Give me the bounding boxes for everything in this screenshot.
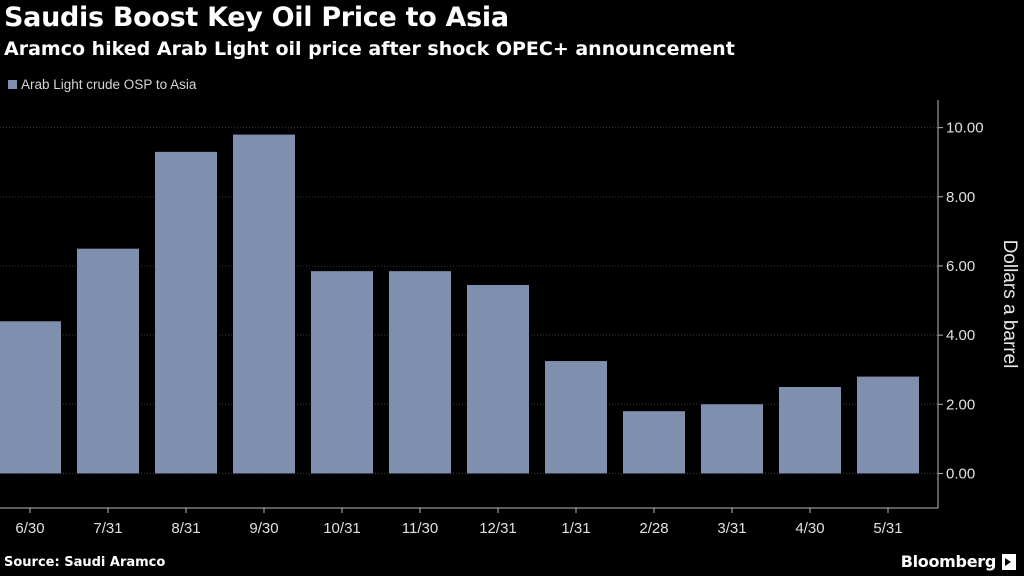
y-tick-label: 8.00 xyxy=(946,189,975,206)
brand-logo-text: Bloomberg xyxy=(900,552,997,571)
bar xyxy=(467,284,529,474)
legend-swatch xyxy=(8,80,17,89)
bar xyxy=(311,271,373,474)
bar xyxy=(857,376,919,474)
bar xyxy=(701,404,763,474)
bar xyxy=(233,134,295,474)
x-tick-label: 4/30 xyxy=(795,520,824,537)
bloomberg-mark-icon xyxy=(1002,554,1016,570)
x-tick-label: 1/31 xyxy=(561,520,590,537)
chart-subtitle: Aramco hiked Arab Light oil price after … xyxy=(4,38,735,60)
x-tick-label: 10/31 xyxy=(323,520,361,537)
chart-title: Saudis Boost Key Oil Price to Asia xyxy=(4,2,509,33)
y-tick-label: 0.00 xyxy=(946,465,975,482)
x-tick-label: 11/30 xyxy=(402,520,438,537)
x-tick-label: 12/31 xyxy=(479,520,517,537)
legend-label: Arab Light crude OSP to Asia xyxy=(21,77,197,92)
y-tick-label: 2.00 xyxy=(946,396,975,413)
bar xyxy=(623,411,685,474)
y-tick-label: 4.00 xyxy=(946,327,975,344)
x-tick-label: 7/31 xyxy=(93,520,122,537)
source-note: Source: Saudi Aramco xyxy=(4,555,166,570)
x-tick-label: 9/30 xyxy=(249,520,278,537)
y-tick-label: 6.00 xyxy=(946,258,975,275)
x-tick-label: 3/31 xyxy=(717,520,746,537)
legend: Arab Light crude OSP to Asia xyxy=(8,77,196,92)
bar xyxy=(779,386,841,474)
x-tick-label: 8/31 xyxy=(171,520,200,537)
y-tick-label: 10.00 xyxy=(946,120,984,137)
bar xyxy=(0,321,61,474)
bar xyxy=(545,361,607,474)
x-tick-label: 5/31 xyxy=(873,520,902,537)
y-axis-title: Dollars a barrel xyxy=(999,240,1020,369)
bar xyxy=(77,248,139,474)
x-tick-label: 6/30 xyxy=(15,520,44,537)
x-tick-label: 2/28 xyxy=(639,520,668,537)
bar xyxy=(389,271,451,474)
bar xyxy=(155,151,217,474)
